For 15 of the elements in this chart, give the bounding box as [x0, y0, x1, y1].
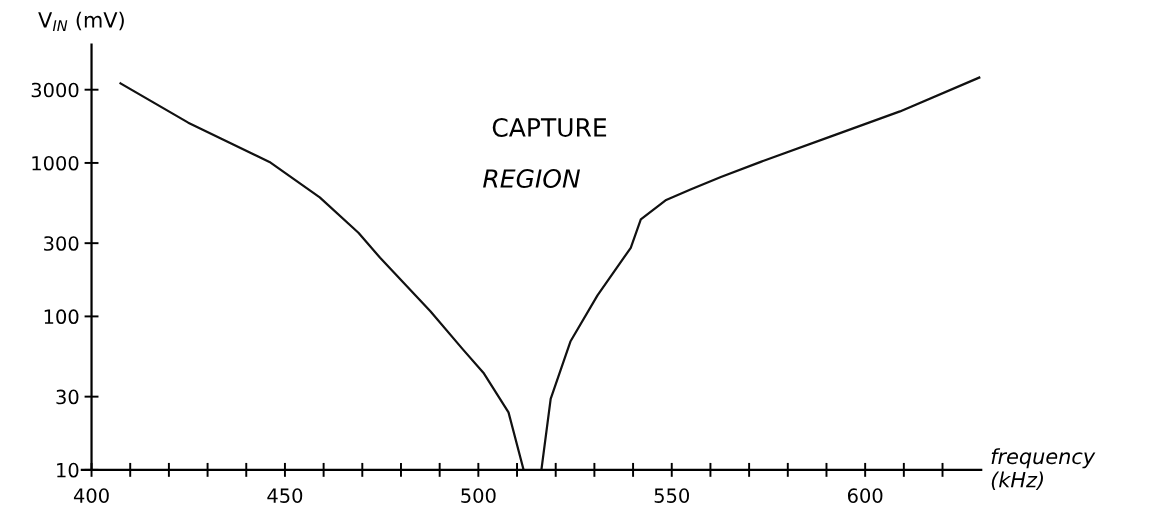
x-axis-title: frequency (kHz): [991, 448, 1096, 491]
x-tick-label: 600: [847, 488, 883, 503]
y-tick-label: 10: [57, 462, 79, 478]
y-tick-label: 100: [44, 309, 79, 325]
x-tick-label: 400: [73, 488, 109, 503]
x-tick-label: 500: [461, 488, 496, 503]
y-tick-label: 3000: [31, 82, 79, 98]
y-axis-title: V$_{IN}$ (mV): [38, 11, 124, 31]
y-tick-label: 300: [44, 236, 79, 251]
annotation: CAPTURE: [492, 118, 607, 137]
x-tick-label: 550: [654, 488, 690, 503]
y-tick-label: 1000: [32, 155, 79, 171]
annotation: REGION: [483, 169, 581, 188]
y-tick-label: 30: [56, 389, 79, 405]
x-tick-label: 450: [267, 488, 303, 503]
